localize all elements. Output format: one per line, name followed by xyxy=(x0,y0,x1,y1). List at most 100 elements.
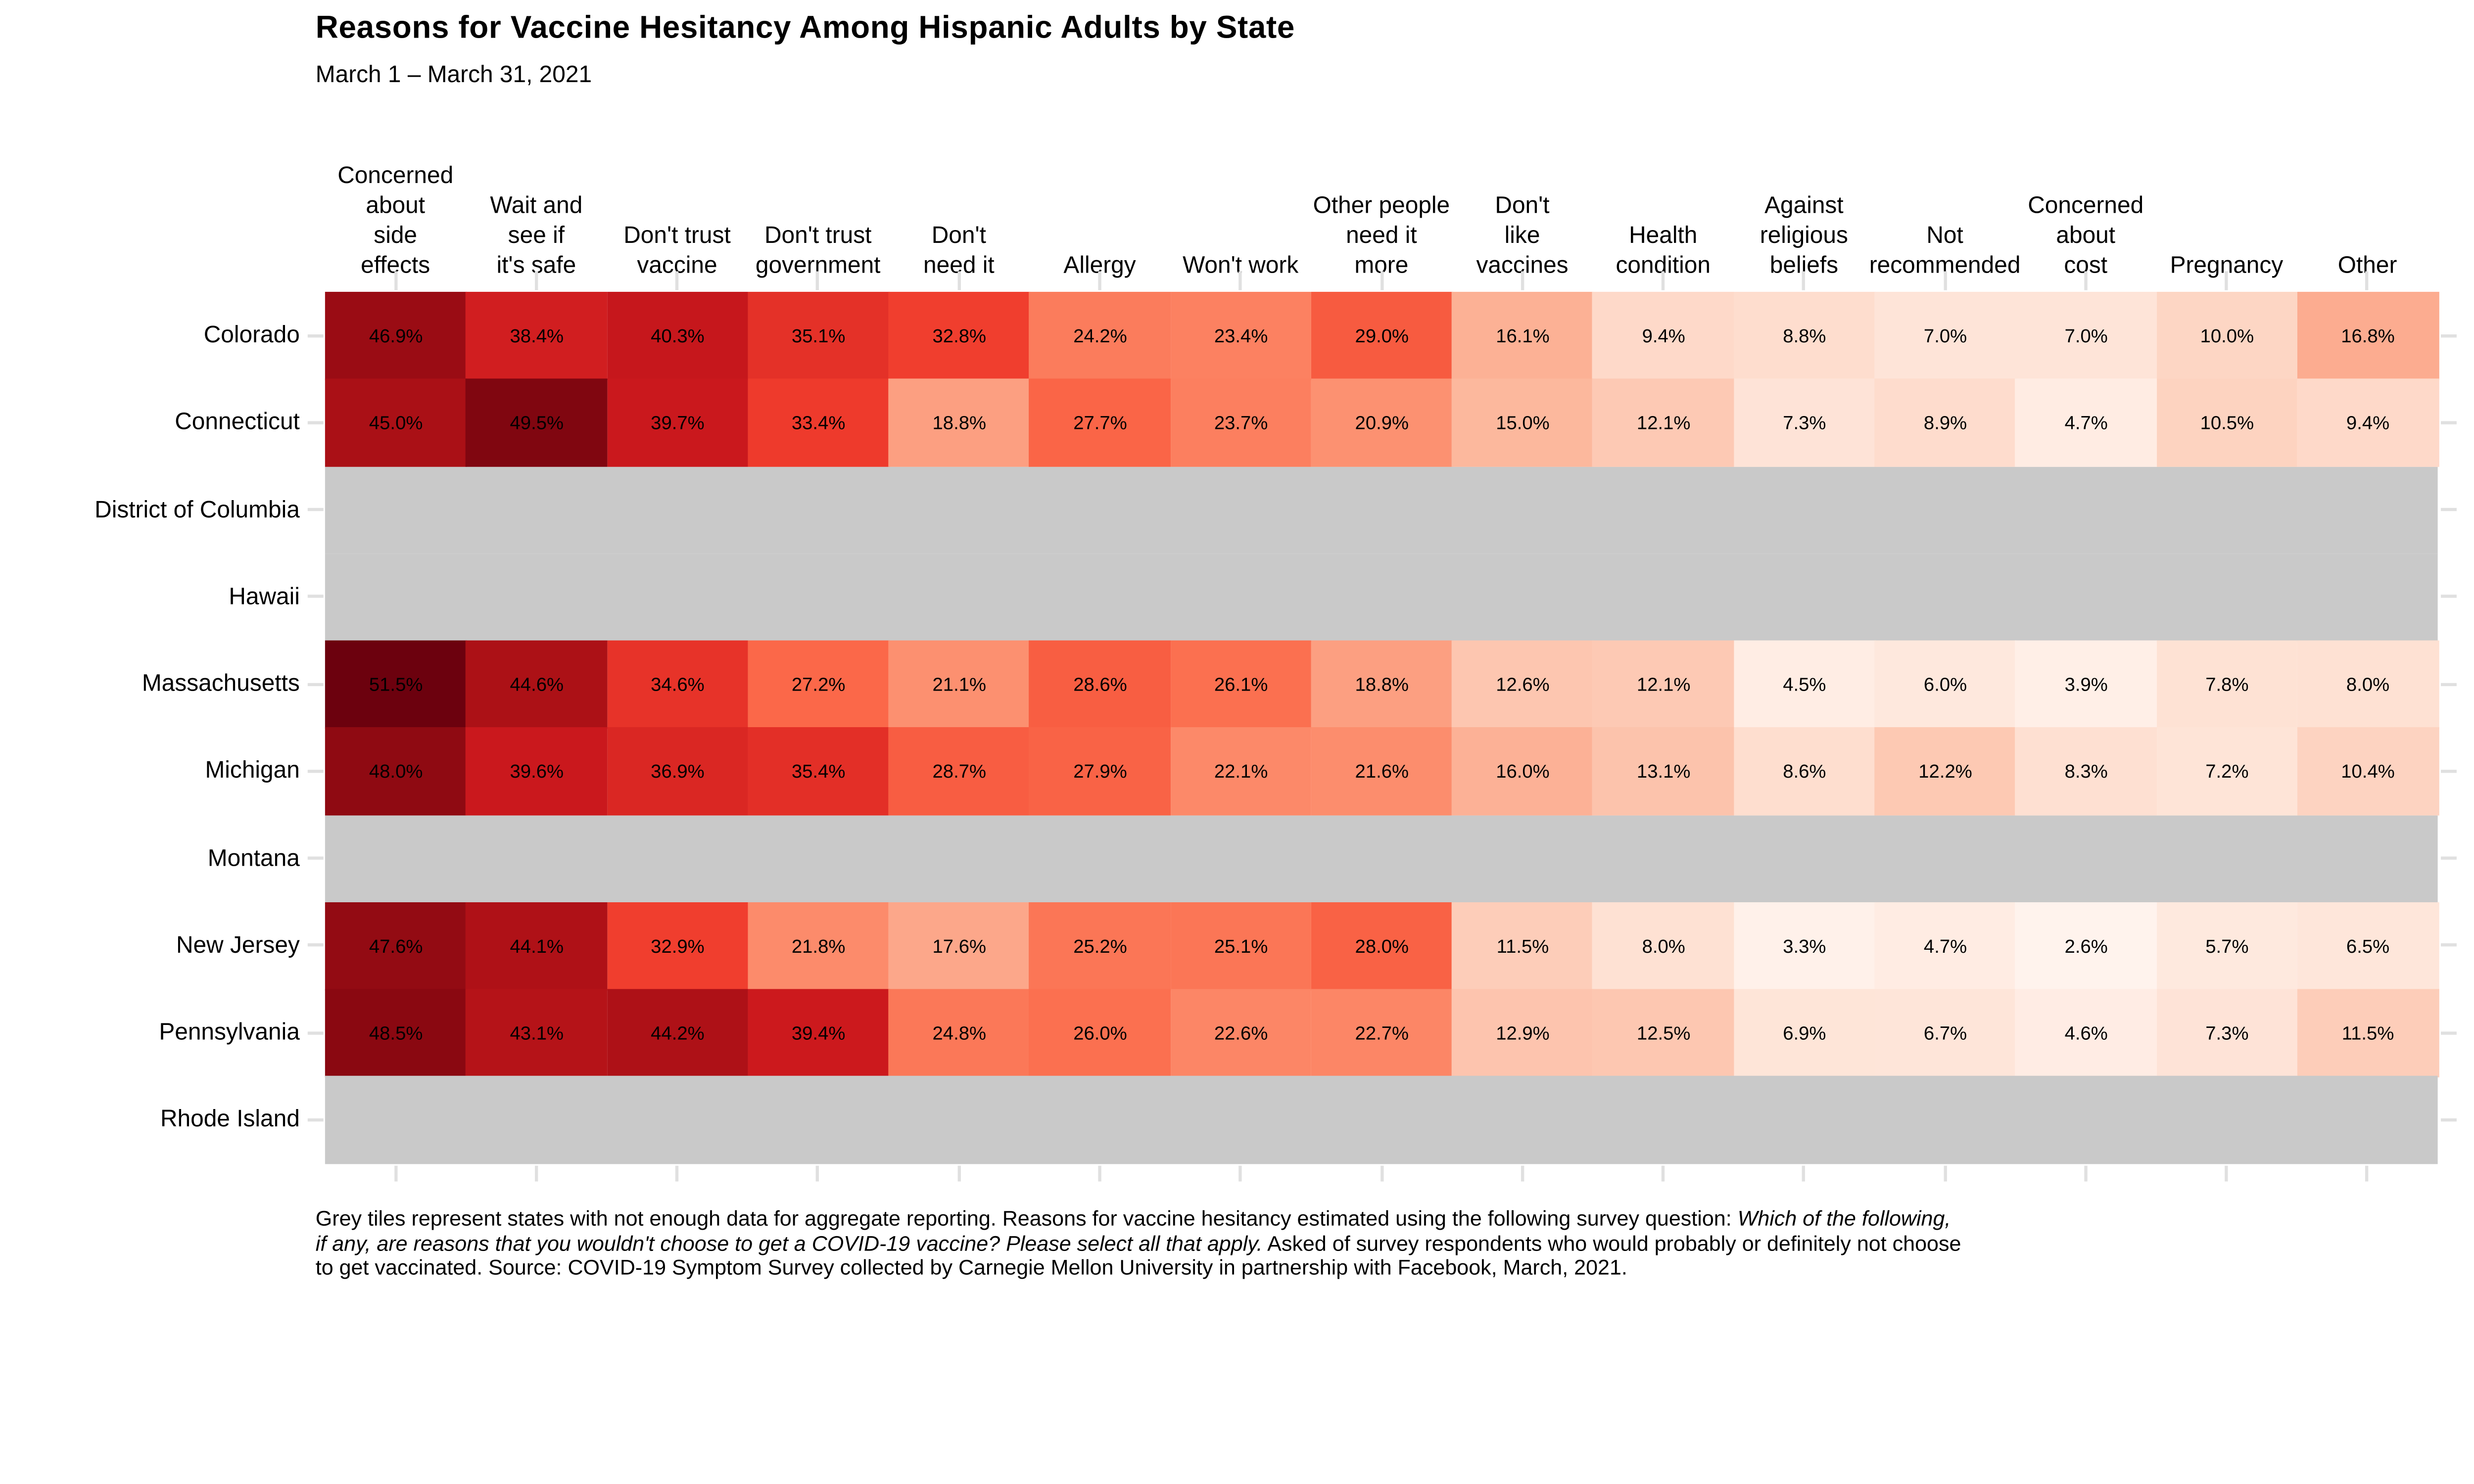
row-label: Pennsylvania xyxy=(159,1019,300,1046)
heatmap-cell: 43.1% xyxy=(466,989,608,1077)
column-header: Concerned about cost xyxy=(2028,192,2144,279)
heatmap-cell: 12.1% xyxy=(1592,640,1735,729)
row-label: Colorado xyxy=(203,322,300,349)
gridline-stub xyxy=(307,595,324,599)
heatmap-cell: 8.0% xyxy=(1592,902,1735,990)
gridline-stub xyxy=(2441,856,2457,860)
heatmap-cell: 35.4% xyxy=(747,727,890,816)
column-header: Other xyxy=(2337,252,2397,279)
heatmap-cell: 26.0% xyxy=(1029,989,1171,1077)
heatmap-cell: 4.5% xyxy=(1733,640,1876,729)
heatmap-cell: 12.5% xyxy=(1592,989,1735,1077)
footnote-segment-italic: Which of the following, xyxy=(1737,1206,1951,1231)
gridline-stub xyxy=(307,769,324,773)
footnote-segment: Grey tiles represent states with not eno… xyxy=(315,1206,1738,1231)
gridline-stub xyxy=(1943,1165,1947,1182)
column-header: Wait and see if it's safe xyxy=(490,192,583,279)
row-label: Hawaii xyxy=(229,583,300,610)
missing-data-band xyxy=(325,466,2438,555)
heatmap-cell: 8.3% xyxy=(2015,727,2157,816)
heatmap-cell: 33.4% xyxy=(747,379,890,467)
heatmap-cell: 7.8% xyxy=(2156,640,2298,729)
gridline-stub xyxy=(675,271,679,290)
gridline-stub xyxy=(2441,1031,2457,1034)
heatmap-cell: 26.1% xyxy=(1170,640,1312,729)
gridline-stub xyxy=(1098,1165,1101,1182)
gridline-stub xyxy=(1239,1165,1242,1182)
heatmap-cell: 46.9% xyxy=(325,291,467,380)
heatmap-cell: 23.4% xyxy=(1170,291,1312,380)
heatmap-cell: 6.9% xyxy=(1733,989,1876,1077)
chart-title: Reasons for Vaccine Hesitancy Among Hisp… xyxy=(315,11,1295,46)
heatmap-cell: 21.6% xyxy=(1311,727,1453,816)
gridline-stub xyxy=(2441,421,2457,424)
heatmap-cell: 18.8% xyxy=(888,379,1031,467)
heatmap-cell: 7.3% xyxy=(2156,989,2298,1077)
heatmap-cell: 3.3% xyxy=(1733,902,1876,990)
gridline-stub xyxy=(307,333,324,337)
heatmap-cell: 5.7% xyxy=(2156,902,2298,990)
heatmap-cell: 21.1% xyxy=(888,640,1031,729)
column-header: Don't trust government xyxy=(755,222,881,279)
heatmap-cell: 38.4% xyxy=(466,291,608,380)
row-label: Michigan xyxy=(205,757,300,785)
footnote-segment: Asked of survey respondents who would pr… xyxy=(1262,1231,1961,1255)
heatmap-cell: 11.5% xyxy=(1452,902,1594,990)
footnote-segment-italic: if any, are reasons that you wouldn't ch… xyxy=(315,1231,1263,1255)
heatmap-cell: 27.7% xyxy=(1029,379,1171,467)
gridline-stub xyxy=(2441,944,2457,947)
gridline-stub xyxy=(2225,271,2229,290)
heatmap-cell: 8.8% xyxy=(1733,291,1876,380)
gridline-stub xyxy=(534,1165,538,1182)
gridline-stub xyxy=(2225,1165,2229,1182)
heatmap-cell: 12.9% xyxy=(1452,989,1594,1077)
gridline-stub xyxy=(1662,1165,1665,1182)
gridline-stub xyxy=(2441,769,2457,773)
heatmap-cell: 16.8% xyxy=(2297,291,2439,380)
gridline-stub xyxy=(2441,1118,2457,1121)
heatmap-cell: 36.9% xyxy=(607,727,749,816)
column-header: Other people need it more xyxy=(1313,192,1450,279)
gridline-stub xyxy=(2441,508,2457,511)
column-header: Against religious beliefs xyxy=(1760,192,1848,279)
heatmap-cell: 16.0% xyxy=(1452,727,1594,816)
heatmap-cell: 24.8% xyxy=(888,989,1031,1077)
gridline-stub xyxy=(816,271,820,290)
gridline-stub xyxy=(1802,1165,1806,1182)
gridline-stub xyxy=(307,944,324,947)
gridline-stub xyxy=(2366,1165,2369,1182)
heatmap-cell: 9.4% xyxy=(2297,379,2439,467)
heatmap-cell: 9.4% xyxy=(1592,291,1735,380)
gridline-stub xyxy=(1239,271,1242,290)
heatmap-cell: 10.0% xyxy=(2156,291,2298,380)
footnote-line: Grey tiles represent states with not eno… xyxy=(316,1206,1961,1231)
footnote-segment: to get vaccinated. Source: COVID-19 Symp… xyxy=(315,1255,1627,1280)
gridline-stub xyxy=(2084,1165,2088,1182)
heatmap-cell: 12.1% xyxy=(1592,379,1735,467)
heatmap-cell: 32.8% xyxy=(888,291,1031,380)
missing-data-band xyxy=(325,815,2438,903)
row-label: Connecticut xyxy=(175,409,300,436)
heatmap-cell: 34.6% xyxy=(607,640,749,729)
heatmap-cell: 8.0% xyxy=(2297,640,2439,729)
heatmap-cell: 3.9% xyxy=(2015,640,2157,729)
heatmap-cell: 10.4% xyxy=(2297,727,2439,816)
column-header: Don't need it xyxy=(923,222,995,279)
heatmap-cell: 40.3% xyxy=(607,291,749,380)
heatmap-cell: 20.9% xyxy=(1311,379,1453,467)
heatmap-cell: 8.6% xyxy=(1733,727,1876,816)
heatmap-cell: 22.7% xyxy=(1311,989,1453,1077)
heatmap-cell: 7.3% xyxy=(1733,379,1876,467)
gridline-stub xyxy=(2441,595,2457,599)
row-label: District of Columbia xyxy=(95,496,300,523)
heatmap-cell: 4.7% xyxy=(1874,902,2016,990)
column-header: Health condition xyxy=(1616,222,1711,279)
heatmap-cell: 21.8% xyxy=(747,902,890,990)
heatmap-cell: 15.0% xyxy=(1452,379,1594,467)
heatmap-cell: 28.0% xyxy=(1311,902,1453,990)
heatmap-cell: 22.1% xyxy=(1170,727,1312,816)
gridline-stub xyxy=(1521,271,1524,290)
gridline-stub xyxy=(675,1165,679,1182)
footnote: Grey tiles represent states with not eno… xyxy=(316,1206,1961,1280)
gridline-stub xyxy=(2441,682,2457,686)
